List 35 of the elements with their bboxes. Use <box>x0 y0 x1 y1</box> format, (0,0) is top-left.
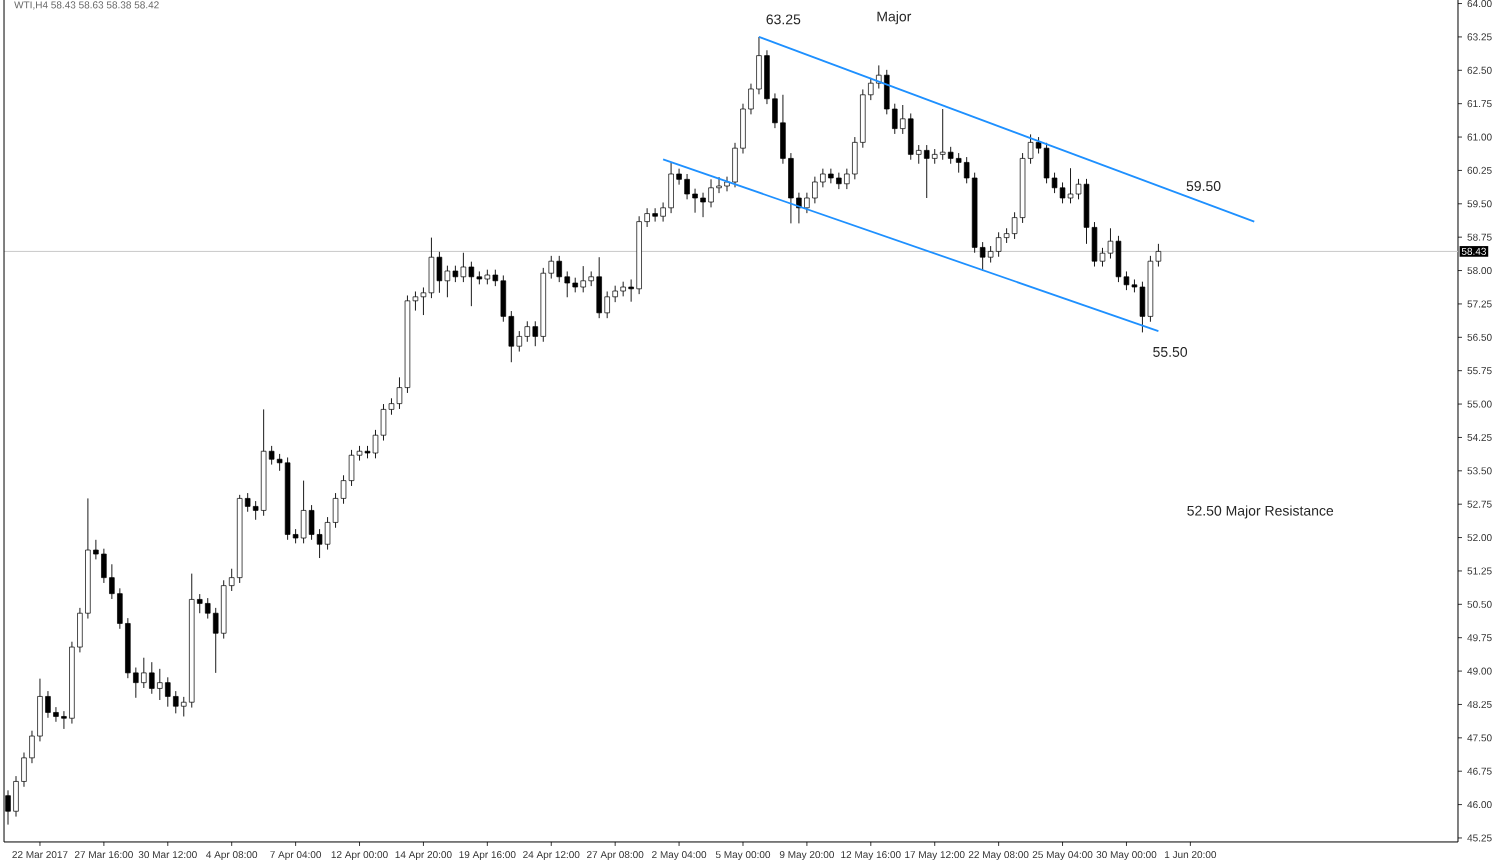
candlestick <box>708 178 714 208</box>
candlestick <box>955 152 962 174</box>
candlestick <box>157 668 163 701</box>
candlestick <box>460 252 467 283</box>
candlestick <box>220 579 227 640</box>
candlestick <box>300 480 307 544</box>
candlestick <box>812 176 818 204</box>
candlestick <box>428 237 435 299</box>
candlestick <box>308 504 315 541</box>
candlestick <box>556 255 562 283</box>
candlestick <box>724 176 730 192</box>
candlestick <box>652 207 658 223</box>
candlestick <box>468 261 475 307</box>
candlestick <box>141 657 147 689</box>
candlestick <box>436 251 443 294</box>
candlestick <box>596 256 602 319</box>
candlestick <box>939 108 946 161</box>
candlestick <box>828 168 834 184</box>
candlestick <box>995 231 1002 258</box>
candlestick <box>668 161 674 214</box>
candlestick <box>908 113 914 161</box>
candlestick <box>684 173 690 200</box>
candlestick <box>149 661 155 695</box>
candlestick <box>580 265 586 293</box>
candlestick <box>1067 167 1074 204</box>
candlestick <box>700 192 706 218</box>
candlestick <box>444 265 451 298</box>
candlestick <box>836 172 842 190</box>
candlestick <box>173 690 179 714</box>
candlestick <box>165 676 171 708</box>
candlestick <box>1059 181 1066 204</box>
candlestick <box>923 144 930 199</box>
candlestick <box>1115 235 1122 283</box>
candlestick <box>524 320 531 343</box>
candlestick <box>1043 142 1050 184</box>
